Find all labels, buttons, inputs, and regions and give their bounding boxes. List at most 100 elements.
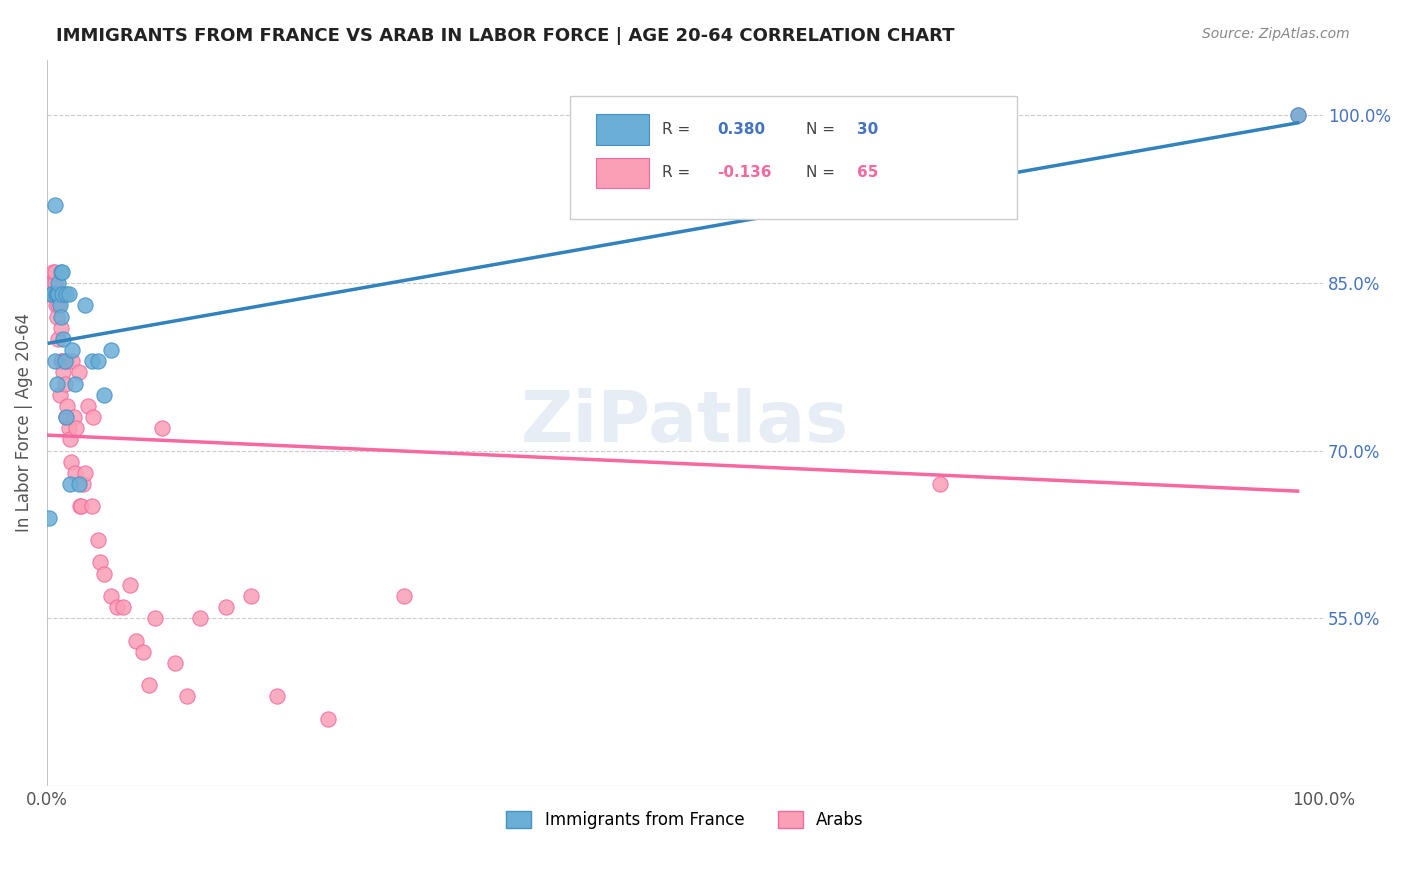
Point	[89, 555, 111, 569]
Point	[45, 287, 67, 301]
Point	[138, 678, 160, 692]
Point	[51, 287, 73, 301]
Point	[316, 712, 339, 726]
Point	[100, 589, 122, 603]
Point	[59, 477, 82, 491]
Point	[163, 656, 186, 670]
Point	[53, 354, 76, 368]
Point	[394, 589, 416, 603]
Point	[49, 310, 72, 324]
Point	[48, 332, 70, 346]
FancyBboxPatch shape	[596, 158, 650, 188]
Point	[1286, 108, 1309, 122]
Point	[42, 276, 65, 290]
Point	[214, 600, 236, 615]
Point	[176, 690, 198, 704]
Point	[82, 410, 104, 425]
Text: ZiPatlas: ZiPatlas	[522, 388, 849, 458]
Point	[125, 633, 148, 648]
Point	[52, 366, 75, 380]
Text: N =: N =	[806, 122, 841, 136]
Point	[56, 399, 79, 413]
Point	[48, 287, 70, 301]
Point	[58, 421, 80, 435]
Point	[93, 388, 115, 402]
Point	[75, 466, 97, 480]
Y-axis label: In Labor Force | Age 20-64: In Labor Force | Age 20-64	[15, 313, 32, 533]
Point	[80, 500, 103, 514]
Point	[100, 343, 122, 357]
Point	[62, 354, 84, 368]
Point	[38, 510, 60, 524]
Point	[69, 500, 91, 514]
Point	[53, 376, 76, 391]
Point	[67, 477, 90, 491]
Point	[76, 399, 98, 413]
Text: IMMIGRANTS FROM FRANCE VS ARAB IN LABOR FORCE | AGE 20-64 CORRELATION CHART: IMMIGRANTS FROM FRANCE VS ARAB IN LABOR …	[56, 27, 955, 45]
Text: -0.136: -0.136	[717, 165, 772, 180]
Point	[49, 354, 72, 368]
Point	[48, 298, 70, 312]
Point	[266, 690, 288, 704]
Point	[42, 287, 65, 301]
Legend: Immigrants from France, Arabs: Immigrants from France, Arabs	[499, 804, 870, 836]
Point	[87, 354, 110, 368]
Point	[49, 320, 72, 334]
Point	[49, 265, 72, 279]
Point	[67, 366, 90, 380]
Point	[45, 287, 67, 301]
Point	[188, 611, 211, 625]
Point	[150, 421, 173, 435]
Point	[65, 421, 87, 435]
Point	[80, 354, 103, 368]
Point	[44, 198, 66, 212]
Point	[46, 310, 69, 324]
Point	[41, 287, 63, 301]
Point	[41, 287, 63, 301]
Point	[55, 287, 77, 301]
Point	[59, 433, 82, 447]
Point	[46, 376, 69, 391]
Point	[60, 455, 83, 469]
Point	[46, 287, 69, 301]
Point	[929, 477, 952, 491]
Point	[58, 287, 80, 301]
Point	[41, 287, 63, 301]
FancyBboxPatch shape	[596, 114, 650, 145]
Point	[75, 298, 97, 312]
Point	[48, 287, 70, 301]
Point	[51, 265, 73, 279]
Point	[240, 589, 263, 603]
Point	[44, 354, 66, 368]
Point	[72, 477, 94, 491]
Point	[46, 287, 69, 301]
Point	[87, 533, 110, 547]
Point	[145, 611, 167, 625]
Text: Source: ZipAtlas.com: Source: ZipAtlas.com	[1202, 27, 1350, 41]
Point	[48, 388, 70, 402]
Point	[105, 600, 128, 615]
Point	[112, 600, 135, 615]
FancyBboxPatch shape	[571, 96, 1017, 219]
Point	[44, 265, 66, 279]
Point	[48, 276, 70, 290]
Point	[51, 354, 73, 368]
Point	[70, 500, 93, 514]
Point	[55, 410, 77, 425]
Point	[55, 410, 77, 425]
Point	[118, 577, 141, 591]
Point	[42, 265, 65, 279]
Text: 0.380: 0.380	[717, 122, 765, 136]
Point	[52, 332, 75, 346]
Point	[39, 276, 62, 290]
Point	[62, 343, 84, 357]
Point	[44, 276, 66, 290]
Point	[63, 376, 86, 391]
Point	[45, 298, 67, 312]
Point	[41, 276, 63, 290]
Point	[1286, 108, 1309, 122]
Text: R =: R =	[662, 122, 695, 136]
Text: 30: 30	[858, 122, 879, 136]
Point	[46, 287, 69, 301]
Point	[63, 466, 86, 480]
